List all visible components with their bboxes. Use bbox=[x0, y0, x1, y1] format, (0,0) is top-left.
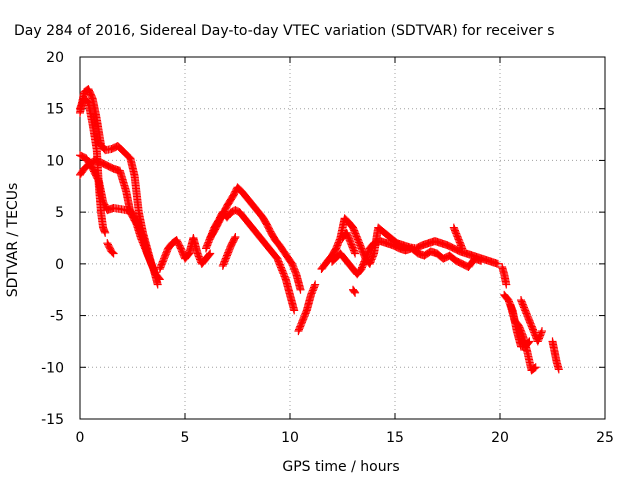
data-point bbox=[538, 327, 546, 336]
x-axis-label: GPS time / hours bbox=[282, 459, 399, 475]
y-tick-label: 5 bbox=[55, 205, 64, 221]
y-axis-label: SDTVAR / TECUs bbox=[5, 183, 21, 298]
axis-ticks: 0 5 10 15 20 25 -15 -10 -5 0 5 10 15 20 bbox=[41, 50, 614, 446]
data-point bbox=[231, 232, 240, 241]
data-point bbox=[530, 364, 539, 373]
x-tick-label: 0 bbox=[76, 430, 85, 446]
data-point bbox=[531, 363, 540, 372]
data-point bbox=[477, 256, 486, 265]
x-tick-label: 20 bbox=[491, 430, 509, 446]
y-tick-label: 10 bbox=[46, 153, 64, 169]
data-point bbox=[205, 250, 214, 259]
data-point bbox=[230, 234, 239, 243]
data-point bbox=[458, 244, 467, 253]
data-point bbox=[153, 280, 162, 289]
y-tick-label: 20 bbox=[46, 50, 64, 66]
data-point bbox=[554, 365, 563, 374]
data-points bbox=[76, 85, 563, 375]
data-point bbox=[351, 288, 360, 297]
data-point bbox=[109, 249, 118, 258]
data-point bbox=[296, 285, 305, 294]
data-point bbox=[101, 228, 110, 237]
chart-title: Day 284 of 2016, Sidereal Day-to-day VTE… bbox=[14, 23, 555, 39]
x-tick-label: 10 bbox=[281, 430, 299, 446]
data-point bbox=[206, 249, 215, 258]
data-point bbox=[349, 286, 358, 295]
data-point bbox=[290, 306, 299, 315]
y-tick-label: 0 bbox=[55, 257, 64, 273]
data-point bbox=[493, 259, 502, 268]
y-tick-label: 15 bbox=[46, 102, 64, 118]
data-point bbox=[311, 280, 320, 289]
x-tick-label: 15 bbox=[386, 430, 404, 446]
y-tick-label: -10 bbox=[41, 360, 64, 376]
data-point bbox=[351, 249, 360, 258]
data-point bbox=[502, 280, 511, 289]
y-tick-label: -5 bbox=[50, 309, 64, 325]
data-point bbox=[350, 287, 359, 296]
data-point bbox=[108, 248, 117, 257]
y-tick-label: -15 bbox=[41, 412, 64, 428]
plot-frame bbox=[79, 56, 606, 420]
x-tick-label: 5 bbox=[181, 430, 190, 446]
x-tick-label: 25 bbox=[596, 430, 614, 446]
